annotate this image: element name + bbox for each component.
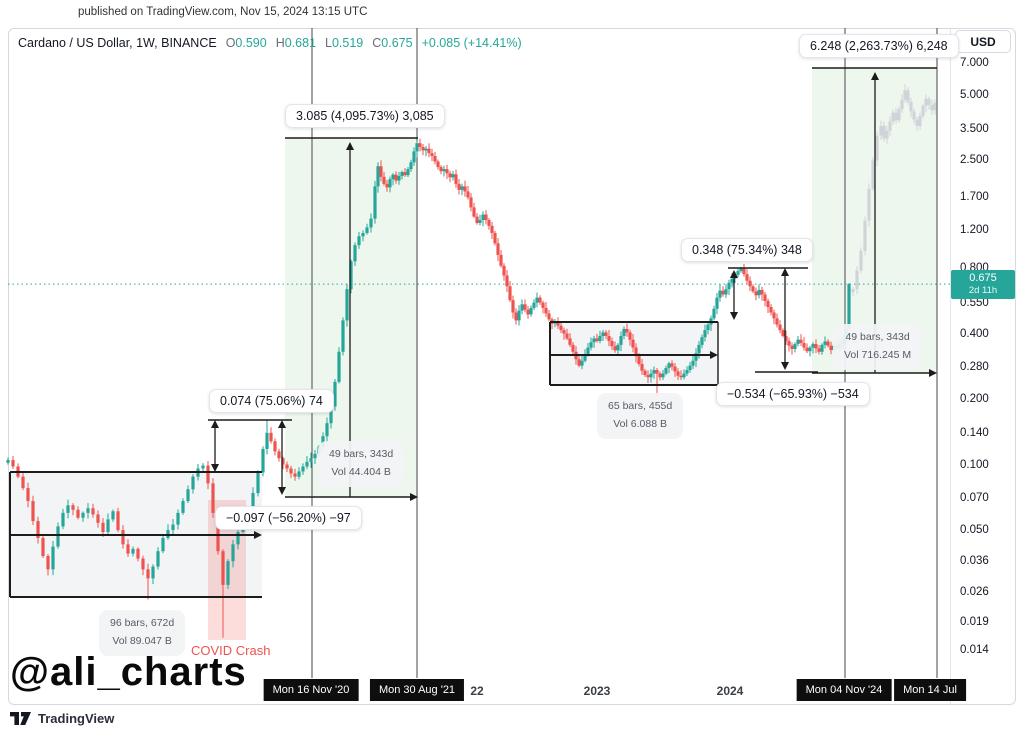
bars-count: 49 bars, 343d [329, 448, 394, 460]
ohlc-value: 0.590 [235, 36, 267, 50]
ohlc-key: O [225, 36, 236, 50]
price-tick-label: 0.014 [960, 644, 989, 657]
ohlc-value: 0.519 [331, 36, 364, 50]
ohlc-key: H [275, 36, 285, 50]
bar-countdown: 2d 11h [968, 285, 998, 297]
publish-caption: published on TradingView.com, Nov 15, 20… [78, 6, 368, 18]
time-axis-date-badge: Mon 04 Nov '24 [796, 679, 892, 701]
price-tick-label: 0.280 [960, 361, 989, 374]
bars-count: 49 bars, 343d [845, 331, 910, 343]
measurement-annotation[interactable]: −0.097 (−56.20%) −97 [215, 506, 362, 530]
currency-toggle[interactable]: USD [955, 30, 1011, 53]
measurement-annotation[interactable]: 0.348 (75.34%) 348 [681, 238, 813, 262]
volume-value: Vol 89.047 B [112, 634, 172, 647]
price-tick-label: 1.200 [960, 223, 989, 236]
tradingview-footer[interactable]: TradingView [10, 711, 114, 726]
time-axis-date-badge: Mon 30 Aug '21 [369, 679, 465, 701]
bars-volume-info-box[interactable]: 49 bars, 343d Vol 716.245 M [833, 324, 923, 370]
ohlc-values: O0.590 H0.681 L0.519 C0.675 [217, 36, 413, 50]
change-value: +0.085 (+14.41%) [421, 36, 522, 50]
symbol-title[interactable]: Cardano / US Dollar, 1W, BINANCE [18, 36, 217, 50]
covid-crash-label: COVID Crash [191, 643, 271, 658]
price-tick-label: 7.000 [960, 57, 989, 70]
measurement-annotation[interactable]: −0.534 (−65.93%) −534 [716, 382, 870, 406]
measurement-annotation[interactable]: 6.248 (2,263.73%) 6,248 [799, 34, 959, 58]
bars-volume-info-box[interactable]: 65 bars, 455d Vol 6.088 B [597, 393, 684, 439]
bars-count: 65 bars, 455d [608, 400, 673, 412]
ohlc-key: L [325, 36, 332, 50]
volume-value: Vol 6.088 B [613, 417, 667, 430]
last-price-badge: 0.675 2d 11h [951, 270, 1015, 299]
chart-legend: Cardano / US Dollar, 1W, BINANCE O0.590 H0… [18, 36, 522, 50]
bars-volume-info-box[interactable]: 49 bars, 343d Vol 44.404 B [318, 441, 405, 487]
price-axis-divider[interactable] [950, 29, 951, 704]
price-tick-label: 5.000 [960, 88, 989, 101]
volume-value: Vol 44.404 B [331, 465, 391, 478]
price-tick-label: 2.500 [960, 154, 989, 167]
ohlc-key: C [372, 36, 382, 50]
price-tick-label: 0.070 [960, 492, 989, 505]
time-axis-year-label: 2023 [583, 684, 611, 698]
measurement-annotation[interactable]: 3.085 (4,095.73%) 3,085 [285, 104, 445, 128]
price-tick-label: 0.100 [960, 458, 989, 471]
price-tick-label: 0.026 [960, 585, 989, 598]
tradingview-brand-text: TradingView [38, 711, 115, 726]
volume-value: Vol 716.245 M [844, 348, 912, 361]
bars-volume-info-box[interactable]: 96 bars, 672d Vol 89.047 B [99, 610, 186, 656]
last-price-value: 0.675 [969, 271, 997, 284]
measurement-annotation[interactable]: 0.074 (75.06%) 74 [209, 389, 334, 413]
bars-count: 96 bars, 672d [110, 617, 175, 629]
tradingview-logo-icon [10, 712, 31, 725]
ohlc-value: 0.675 [381, 36, 413, 50]
price-tick-label: 0.050 [960, 524, 989, 537]
price-tick-label: 0.550 [960, 297, 989, 310]
ohlc-value: 0.681 [284, 36, 317, 50]
price-tick-label: 0.140 [960, 426, 989, 439]
price-tick-label: 0.200 [960, 393, 989, 406]
author-watermark: @ali_charts [10, 650, 247, 694]
price-tick-label: 0.036 [960, 555, 989, 568]
price-tick-label: 0.400 [960, 327, 989, 340]
time-axis-year-label: 22 [470, 684, 484, 698]
price-tick-label: 3.500 [960, 122, 989, 135]
price-tick-label: 0.019 [960, 615, 989, 628]
price-tick-label: 1.700 [960, 190, 989, 203]
time-axis-date-badge: Mon 16 Nov '20 [263, 679, 359, 701]
time-axis-date-badge: Mon 14 Jul [894, 679, 966, 701]
time-axis-year-label: 2024 [716, 684, 744, 698]
